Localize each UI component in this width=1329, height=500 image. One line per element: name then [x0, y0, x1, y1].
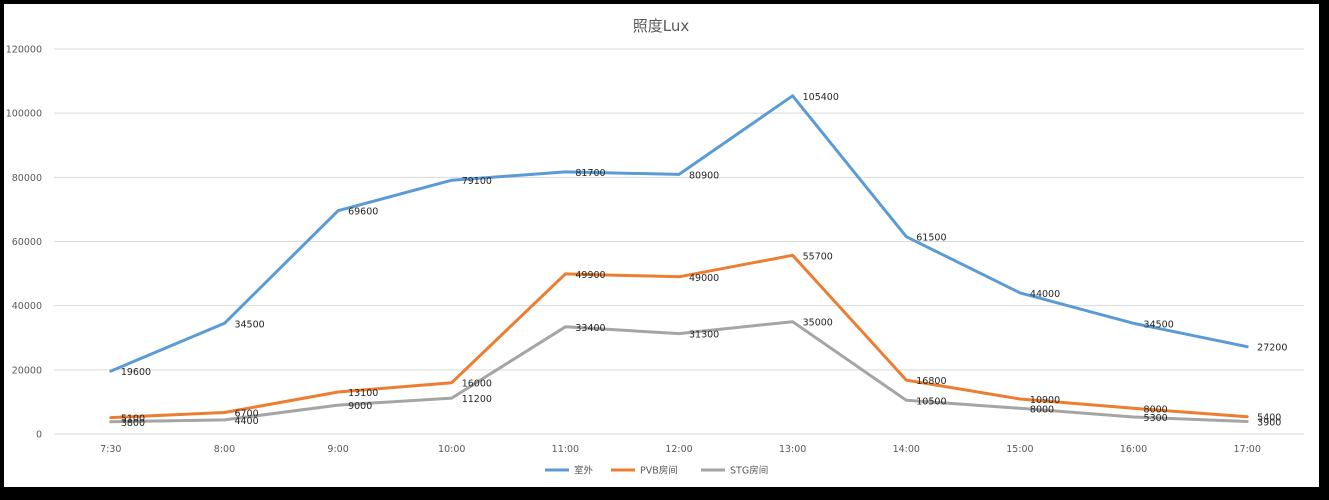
data-label: 4400 — [234, 416, 258, 427]
data-label: 19600 — [121, 367, 151, 378]
data-label: 80900 — [689, 170, 719, 181]
y-tick-label: 40000 — [12, 301, 42, 312]
data-label: 3800 — [121, 418, 145, 429]
x-tick-label: 9:00 — [327, 444, 348, 455]
data-label: 55700 — [803, 251, 833, 262]
data-label: 16800 — [916, 376, 946, 387]
data-label: 33400 — [575, 323, 605, 334]
x-tick-label: 16:00 — [1120, 444, 1147, 455]
legend: 室外 PVB房间 STG房间 — [545, 465, 768, 477]
legend-item-2: STG房间 — [701, 465, 768, 477]
data-label: 16000 — [462, 379, 492, 390]
data-label: 3900 — [1257, 417, 1281, 428]
y-tick-label: 0 — [36, 430, 42, 441]
series-line-2 — [109, 320, 1249, 424]
data-label: 9000 — [348, 401, 372, 412]
data-label: 5300 — [1144, 413, 1168, 424]
data-label: 79100 — [462, 176, 492, 187]
data-label: 11200 — [462, 394, 492, 405]
series-lines — [109, 94, 1249, 424]
legend-item-0: 室外 — [545, 465, 594, 477]
legend-label: STG房间 — [730, 465, 768, 477]
x-tick-label: 13:00 — [779, 444, 806, 455]
data-label: 8000 — [1030, 404, 1054, 415]
data-label: 105400 — [803, 92, 839, 103]
line-chart: 照度Lux 020000400006000080000100000120000 … — [6, 17, 1304, 477]
data-label: 6700 — [234, 409, 258, 420]
data-label: 61500 — [916, 233, 946, 244]
data-label: 35000 — [803, 318, 833, 329]
x-tick-label: 15:00 — [1006, 444, 1033, 455]
data-label: 31300 — [689, 330, 719, 341]
y-tick-label: 100000 — [6, 109, 42, 120]
data-label: 10500 — [916, 396, 946, 407]
data-labels: 19600 34500 69600 79100 81700 80900 105400 6150… — [121, 92, 1288, 429]
data-label: 49000 — [689, 273, 719, 284]
y-axis: 0 20000 40000 60000 80000 100000 120000 — [6, 45, 42, 441]
data-label: 44000 — [1030, 289, 1060, 300]
gridlines — [54, 48, 1304, 435]
data-label: 69600 — [348, 207, 378, 218]
x-tick-label: 11:00 — [552, 444, 579, 455]
data-label: 49900 — [575, 270, 605, 281]
series-line-1 — [109, 253, 1249, 420]
data-label: 5100 — [121, 414, 145, 425]
x-tick-label: 14:00 — [893, 444, 920, 455]
y-tick-label: 60000 — [12, 237, 42, 248]
data-label: 27200 — [1257, 343, 1287, 354]
y-tick-label: 80000 — [12, 173, 42, 184]
chart-title: 照度Lux — [633, 17, 690, 35]
legend-item-1: PVB房间 — [611, 465, 678, 477]
series-line-0 — [109, 94, 1249, 373]
x-tick-label: 10:00 — [438, 444, 465, 455]
x-tick-label: 12:00 — [665, 444, 692, 455]
data-label: 8000 — [1144, 404, 1168, 415]
x-axis: 7:30 8:00 9:00 10:00 11:00 12:00 13:00 14:00 15:… — [100, 444, 1261, 455]
legend-label: 室外 — [574, 465, 594, 477]
chart-area: 照度Lux 0 20000 40000 60000 80000 100000 120000 … — [4, 4, 1319, 487]
y-tick-label: 20000 — [12, 365, 42, 376]
data-label: 34500 — [1144, 319, 1174, 330]
data-label: 34500 — [234, 319, 264, 330]
x-tick-label: 8:00 — [214, 444, 235, 455]
legend-label: PVB房间 — [640, 465, 678, 477]
data-label: 10900 — [1030, 395, 1060, 406]
data-label: 5400 — [1257, 413, 1281, 424]
data-label: 81700 — [575, 168, 605, 179]
x-tick-label: 17:00 — [1233, 444, 1260, 455]
y-tick-label: 120000 — [6, 45, 42, 56]
x-tick-label: 7:30 — [100, 444, 121, 455]
data-label: 13100 — [348, 388, 378, 399]
